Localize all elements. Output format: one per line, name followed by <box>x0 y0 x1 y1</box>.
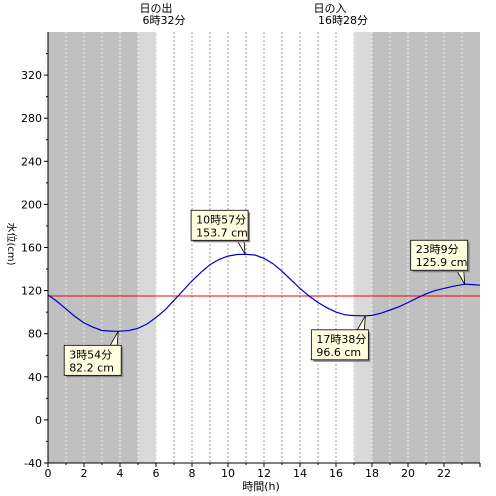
y-tick-label-160: 160 <box>21 242 42 255</box>
y-tick-label-200: 200 <box>21 198 42 211</box>
y-tick-label--40: -40 <box>24 457 42 470</box>
x-axis-ticks: 0 2 4 6 8 10 12 14 16 18 20 22 <box>45 463 481 480</box>
y-axis-label: 水位(cm) <box>5 222 18 265</box>
y-tick-label-80: 80 <box>28 328 42 341</box>
callout-level-2: 96.6 cm <box>316 346 361 359</box>
callout-time-1: 10時57分 <box>196 213 246 226</box>
callout-time-0: 3時54分 <box>69 348 112 361</box>
x-tick-label-2: 2 <box>81 467 88 480</box>
x-tick-label-18: 18 <box>365 467 379 480</box>
x-tick-label-8: 8 <box>189 467 196 480</box>
y-tick-label-120: 120 <box>21 285 42 298</box>
y-axis-ticks: -40 0 40 80 120 160 200 240 280 320 <box>21 53 48 470</box>
twilight-band-morning <box>138 32 157 463</box>
day-band <box>156 32 354 463</box>
day-night-bands <box>48 32 480 463</box>
sun-labels: 日の出 6時32分 日の入 16時28分 <box>140 1 369 27</box>
callout-level-1: 153.7 cm <box>196 226 248 239</box>
night-band-morning <box>48 32 139 463</box>
callout-time-3: 23時9分 <box>416 243 459 256</box>
sunrise-time: 6時32分 <box>143 14 186 27</box>
y-tick-label-320: 320 <box>21 69 42 82</box>
x-tick-label-0: 0 <box>45 467 52 480</box>
x-tick-label-22: 22 <box>437 467 451 480</box>
x-tick-label-6: 6 <box>153 467 160 480</box>
y-tick-label-40: 40 <box>28 371 42 384</box>
x-tick-label-14: 14 <box>293 467 307 480</box>
y-tick-label-280: 280 <box>21 112 42 125</box>
y-tick-label-240: 240 <box>21 155 42 168</box>
callout-box-0 <box>63 344 122 376</box>
x-tick-label-16: 16 <box>329 467 343 480</box>
y-tick-label-0: 0 <box>35 414 42 427</box>
callout-box-2 <box>310 329 369 361</box>
sunrise-label: 日の出 <box>140 1 173 15</box>
callout-level-0: 82.2 cm <box>69 361 114 374</box>
callout-box-3 <box>410 239 469 271</box>
callout-level-3: 125.9 cm <box>416 256 468 269</box>
x-tick-label-10: 10 <box>221 467 235 480</box>
callout-box-1 <box>190 209 249 241</box>
x-tick-label-20: 20 <box>401 467 415 480</box>
callout-time-2: 17時38分 <box>316 333 366 346</box>
sunset-label: 日の入 <box>314 2 347 15</box>
sunset-time: 16時28分 <box>318 14 368 27</box>
x-tick-label-12: 12 <box>257 467 271 480</box>
x-tick-label-4: 4 <box>117 467 124 480</box>
twilight-band-evening <box>353 32 372 463</box>
x-axis-label: 時間(h) <box>242 480 280 493</box>
